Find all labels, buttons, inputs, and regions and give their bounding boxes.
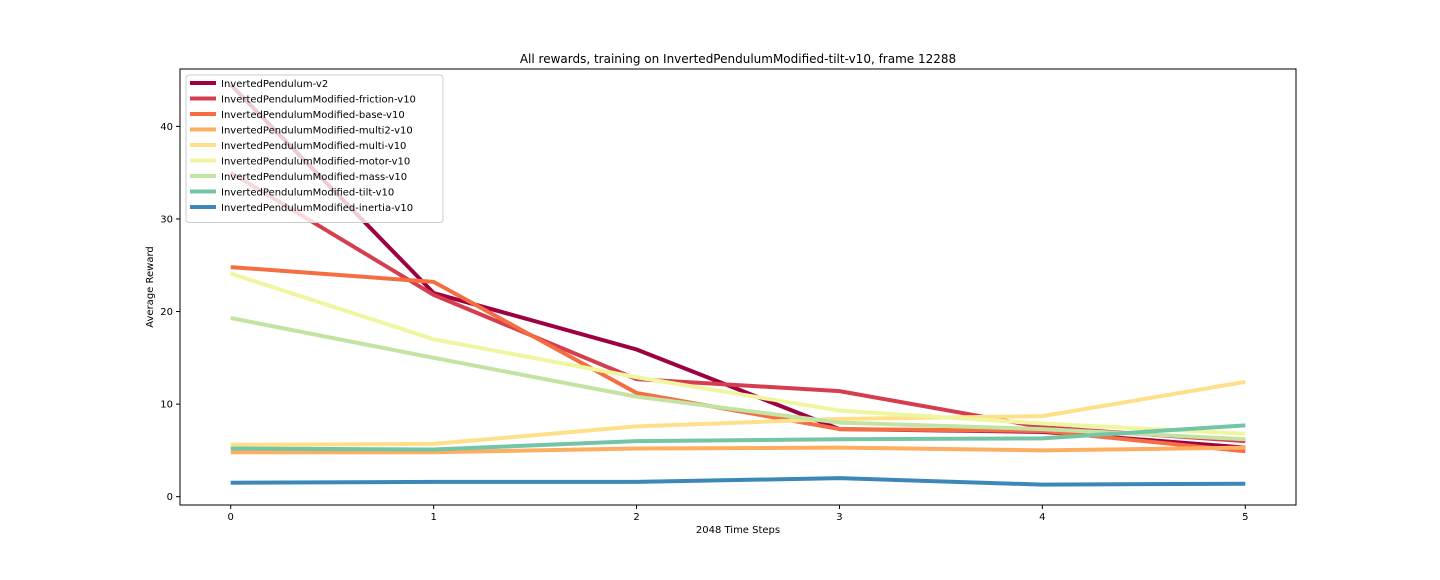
y-axis-label: Average Reward: [145, 246, 156, 327]
legend-label-8: InvertedPendulumModified-inertia-v10: [221, 203, 413, 214]
legend: InvertedPendulum-v2 InvertedPendulumModif…: [185, 74, 444, 223]
legend-label-1: InvertedPendulumModified-friction-v10: [221, 95, 416, 106]
series-line-7: [230, 423, 1246, 452]
y-tick-label: 20: [160, 307, 173, 318]
legend-label-0: InvertedPendulum-v2: [221, 79, 328, 90]
x-tick-label: 1: [430, 512, 436, 523]
legend-label-5: InvertedPendulumModified-motor-v10: [221, 157, 410, 168]
axes-layer: 0 1 2 3 4 5 0 10 20 30 40: [160, 68, 1297, 523]
x-axis-label: 2048 Time Steps: [696, 525, 780, 536]
legend-label-3: InvertedPendulumModified-multi2-v10: [221, 126, 413, 137]
plot-frame: [179, 68, 1297, 506]
x-tick-label: 5: [1242, 512, 1248, 523]
legend-label-7: InvertedPendulumModified-tilt-v10: [221, 188, 394, 199]
series-line-5: [230, 271, 1246, 436]
legend-label-2: InvertedPendulumModified-base-v10: [221, 110, 405, 121]
legend-box: [185, 74, 444, 223]
legend-label-6: InvertedPendulumModified-mass-v10: [221, 172, 407, 183]
legend-label-4: InvertedPendulumModified-multi-v10: [221, 141, 406, 152]
x-tick-label: 2: [633, 512, 639, 523]
x-tick-label: 4: [1039, 512, 1045, 523]
series-layer: [229, 83, 1246, 487]
x-tick-label: 3: [836, 512, 842, 523]
series-line-6: [230, 316, 1246, 442]
x-tick-label: 0: [228, 512, 234, 523]
series-line-3: [230, 445, 1246, 455]
y-tick-label: 0: [167, 492, 173, 503]
series-line-8: [230, 476, 1246, 487]
series-line-4: [230, 379, 1246, 447]
y-tick-label: 30: [160, 214, 173, 225]
y-tick-label: 40: [160, 122, 173, 133]
y-tick-label: 10: [160, 400, 173, 411]
chart-title: All rewards, training on InvertedPendulu…: [520, 52, 956, 66]
